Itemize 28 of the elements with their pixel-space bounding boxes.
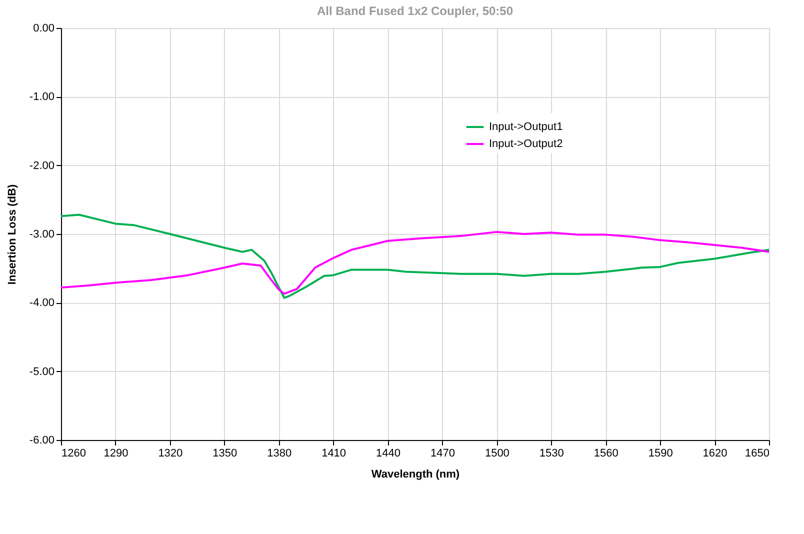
x-tick-label: 1590: [648, 448, 673, 460]
x-axis-title: Wavelength (nm): [371, 468, 460, 480]
y-tick-label: 0.00: [33, 22, 54, 34]
x-tick-label: 1470: [430, 448, 455, 460]
legend-label: Input->Output1: [489, 121, 563, 133]
y-axis-title: Insertion Loss (dB): [6, 184, 18, 285]
x-tick-label: 1290: [104, 448, 128, 460]
line-series: [60, 230, 770, 295]
legend-label: Input->Output2: [489, 138, 563, 150]
y-tick-label: -1.00: [29, 91, 54, 104]
y-tick-label: -5.00: [29, 366, 54, 378]
chart-title: All Band Fused 1x2 Coupler, 50:50: [316, 4, 514, 18]
x-tick-label: 1650: [745, 448, 770, 460]
x-tick-label: 1560: [594, 448, 618, 460]
line-series: [60, 214, 770, 299]
y-tick-label: -4.00: [29, 297, 54, 310]
x-tick-label: 1410: [322, 448, 346, 460]
x-tick-label: 1380: [267, 448, 292, 460]
x-tick-label: 1320: [158, 448, 183, 460]
x-tick-label: 1260: [62, 448, 86, 460]
x-tick-label: 1620: [702, 448, 728, 460]
y-tick-label: -2.00: [29, 160, 54, 172]
x-tick-label: 1440: [376, 448, 401, 460]
x-tick-label: 1350: [212, 448, 238, 460]
x-tick-label: 1530: [539, 448, 564, 460]
x-tick-label: 1500: [484, 448, 510, 460]
y-tick-label: -6.00: [29, 434, 54, 446]
y-tick-label: -3.00: [29, 228, 54, 240]
